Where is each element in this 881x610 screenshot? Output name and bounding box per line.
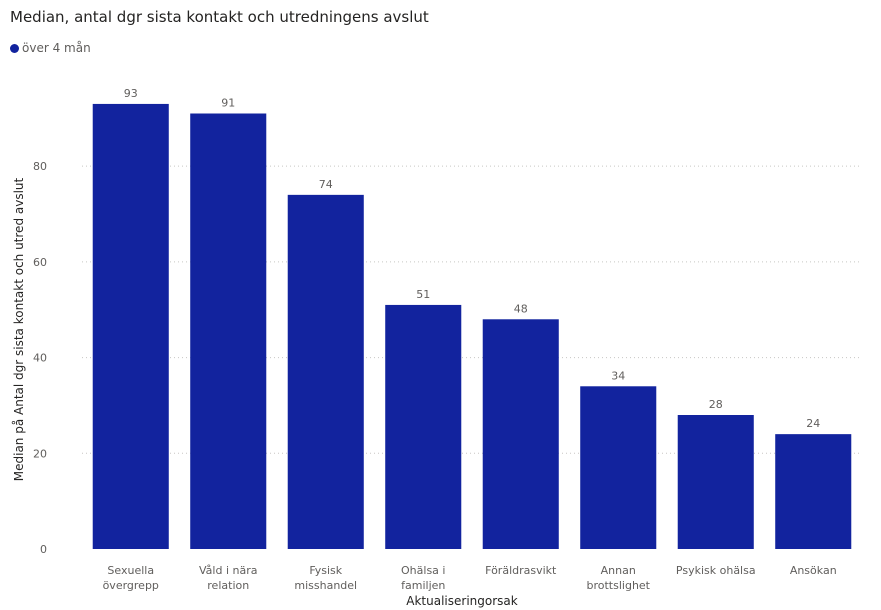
y-tick-label: 20 (33, 447, 47, 460)
x-tick-label: relation (207, 579, 249, 592)
x-tick-label: misshandel (294, 579, 357, 592)
bar[interactable] (677, 415, 754, 549)
y-tick-label: 0 (40, 543, 47, 556)
legend-label: över 4 mån (22, 41, 91, 55)
bar[interactable] (190, 113, 267, 550)
data-label: 48 (514, 302, 528, 315)
data-label: 34 (611, 369, 625, 382)
x-tick-label: övergrepp (103, 579, 159, 592)
x-axis-ticks: Sexuella övergrepp Våld i nära relation Fysi… (103, 564, 837, 592)
x-tick-label: Fysisk (309, 564, 342, 577)
x-tick-label: Ansökan (790, 564, 837, 577)
data-label: 93 (124, 87, 138, 100)
data-label: 51 (416, 288, 430, 301)
data-label: 24 (806, 417, 820, 430)
x-tick-label: Föräldrasvikt (485, 564, 557, 577)
y-axis-ticks: 0 20 40 60 80 (33, 160, 47, 556)
bars (92, 103, 852, 550)
x-tick-label: Ohälsa i (401, 564, 445, 577)
legend[interactable]: över 4 mån (10, 41, 91, 55)
x-tick-label: brottslighet (587, 579, 651, 592)
x-tick-label: Sexuella (107, 564, 154, 577)
x-tick-label: Psykisk ohälsa (676, 564, 756, 577)
data-labels: 93 91 74 51 48 34 28 24 (124, 87, 821, 430)
bar[interactable] (287, 194, 364, 549)
data-label: 28 (709, 398, 723, 411)
x-axis-title: Aktualiseringorsak (406, 594, 517, 608)
x-tick-label: Annan (601, 564, 636, 577)
data-label: 74 (319, 178, 333, 191)
y-tick-label: 40 (33, 352, 47, 365)
x-tick-label: familjen (401, 579, 445, 592)
x-tick-label: Våld i nära (199, 564, 257, 577)
y-tick-label: 80 (33, 160, 47, 173)
bar[interactable] (580, 386, 657, 549)
legend-marker (10, 43, 19, 53)
y-tick-label: 60 (33, 256, 47, 269)
data-label: 91 (221, 97, 235, 110)
chart-title: Median, antal dgr sista kontakt och utre… (10, 8, 429, 26)
bar[interactable] (482, 319, 559, 549)
bar[interactable] (385, 304, 462, 549)
bar[interactable] (92, 103, 169, 549)
y-axis-title: Median på Antal dgr sista kontakt och ut… (12, 177, 26, 481)
bar[interactable] (775, 434, 852, 549)
